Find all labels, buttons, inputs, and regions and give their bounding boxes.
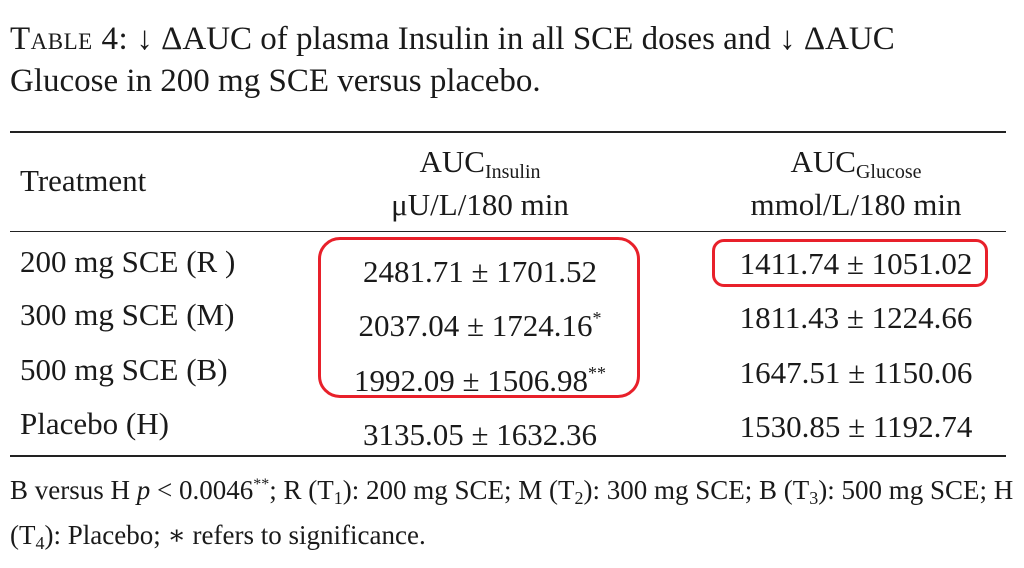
- top-rule: [10, 131, 1006, 133]
- insulin-value: 3135.05 ± 1632.36: [362, 417, 597, 452]
- footnote-sub: 3: [809, 488, 819, 508]
- row-insulin: 2481.71 ± 1701.52: [330, 245, 630, 291]
- significance-mark: **: [588, 363, 606, 383]
- footnote-text: < 0.0046: [150, 475, 254, 505]
- footnote-text: ; R (T: [269, 475, 334, 505]
- footnote-p-symbol: p: [136, 475, 151, 505]
- row-treatment: 500 mg SCE (B): [20, 352, 228, 387]
- header-glucose-main: AUC: [790, 144, 856, 179]
- footnote-text: ): 500 mg SCE; H (T: [10, 475, 1014, 550]
- table-label: Table 4:: [10, 21, 129, 57]
- header-auc-glucose: AUCGlucose: [706, 143, 1006, 191]
- header-insulin-sub: Insulin: [484, 161, 541, 183]
- header-glucose-unit: mmol/L/180 min: [750, 187, 962, 222]
- bottom-rule: [10, 455, 1006, 457]
- row-insulin: 3135.05 ± 1632.36: [330, 408, 630, 454]
- footnote-text: ): 300 mg SCE; B (T: [583, 475, 810, 505]
- footnote-text: B versus H: [10, 475, 137, 505]
- row-insulin: 2037.04 ± 1724.16*: [330, 299, 630, 345]
- caption-text: ↓ ΔAUC of plasma Insulin in all SCE dose…: [10, 21, 895, 99]
- significance-mark: *: [592, 308, 602, 328]
- row-treatment: 200 mg SCE (R ): [20, 244, 236, 279]
- header-treatment: Treatment: [20, 163, 147, 198]
- table-footnote: B versus H p < 0.0046**; R (T1): 200 mg …: [10, 466, 1014, 562]
- header-glucose-sub: Glucose: [855, 161, 922, 183]
- footnote-sub: 2: [574, 488, 584, 508]
- header-insulin-main: AUC: [419, 144, 485, 179]
- insulin-value: 2481.71 ± 1701.52: [362, 254, 597, 289]
- footnote-text: ): 200 mg SCE; M (T: [342, 475, 575, 505]
- header-auc-insulin: AUCInsulin: [330, 143, 630, 191]
- row-treatment: 300 mg SCE (M): [20, 297, 235, 332]
- footnote-sup: **: [253, 476, 270, 493]
- row-glucose: 1647.51 ± 1150.06: [739, 355, 973, 390]
- footnote-text: ): Placebo; ∗ refers to significance.: [44, 520, 426, 550]
- row-glucose: 1530.85 ± 1192.74: [739, 409, 973, 444]
- insulin-value: 2037.04 ± 1724.16: [358, 308, 593, 343]
- footnote-sub: 1: [333, 488, 343, 508]
- row-glucose: 1411.74 ± 1051.02: [739, 246, 973, 281]
- row-glucose: 1811.43 ± 1224.66: [739, 300, 973, 335]
- insulin-value: 1992.09 ± 1506.98: [353, 363, 588, 398]
- table-caption: Table 4: ↓ ΔAUC of plasma Insulin in all…: [10, 18, 1010, 102]
- footnote-sub: 4: [35, 533, 45, 553]
- row-insulin: 1992.09 ± 1506.98**: [330, 354, 630, 400]
- header-rule: [10, 231, 1006, 232]
- header-insulin-unit: μU/L/180 min: [391, 187, 569, 222]
- row-treatment: Placebo (H): [20, 406, 169, 441]
